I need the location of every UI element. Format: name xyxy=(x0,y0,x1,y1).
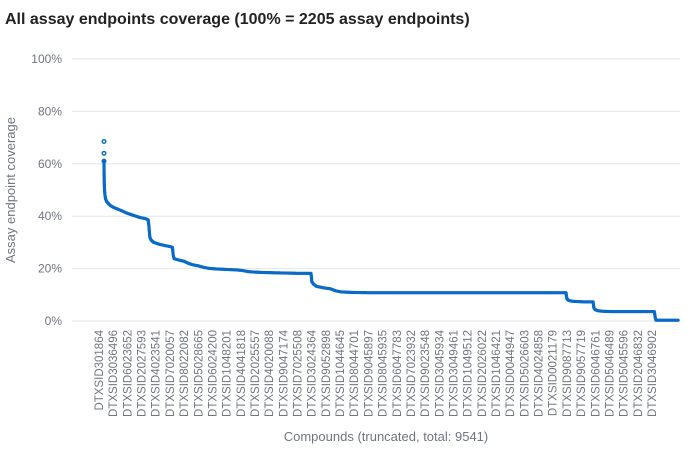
series-coverage xyxy=(101,139,680,322)
x-tick-label: DTXSID7025508 xyxy=(293,330,305,417)
x-tick-label: DTXSID7023932 xyxy=(406,330,418,417)
x-tick-label: DTXSID1048201 xyxy=(222,330,234,417)
x-tick-label: DTXSID2025557 xyxy=(250,330,262,417)
x-tick-label: DTXSID6046761 xyxy=(590,330,602,417)
x-tick-label: DTXSID2026022 xyxy=(477,330,489,417)
x-tick-label: DTXSID9023548 xyxy=(420,330,432,417)
y-tick-label: 60% xyxy=(38,157,62,171)
data-point xyxy=(676,318,680,322)
y-tick-label: 100% xyxy=(31,52,62,66)
x-tick-label: DTXSID2046832 xyxy=(633,330,645,417)
chart-title: All assay endpoints coverage (100% = 220… xyxy=(5,11,470,28)
gridlines xyxy=(72,58,680,322)
x-tick-label: DTXSID301864 xyxy=(94,329,106,410)
x-tick-label: DTXSID2027593 xyxy=(137,330,149,417)
x-tick-label: DTXSID3049461 xyxy=(448,330,460,417)
x-tick-label: DTXSID6047783 xyxy=(392,330,404,417)
x-tick-label: DTXSID9057719 xyxy=(576,330,588,417)
x-tick-label: DTXSID4041818 xyxy=(236,330,248,417)
x-tick-label: DTXSID0044947 xyxy=(505,330,517,417)
x-tick-label: DTXSID3036496 xyxy=(108,330,120,417)
x-tick-label: DTXSID5045596 xyxy=(619,330,631,417)
data-point xyxy=(101,139,107,145)
x-tick-label: DTXSID3045934 xyxy=(434,329,446,417)
x-tick-label: DTXSID9047174 xyxy=(278,329,290,417)
y-tick-label: 40% xyxy=(38,209,62,223)
x-tick-label: DTXSID8045935 xyxy=(378,330,390,417)
x-tick-label: DTXSID3024364 xyxy=(307,329,319,417)
x-tick-label: DTXSID5046489 xyxy=(604,330,616,417)
x-axis-title: Compounds (truncated, total: 9541) xyxy=(284,429,489,444)
x-tick-label: DTXSID1044645 xyxy=(335,330,347,417)
x-tick-label: DTXSID9045897 xyxy=(363,330,375,417)
data-point xyxy=(101,150,107,156)
x-tick-label: DTXSID5026603 xyxy=(519,330,531,417)
x-tick-label: DTXSID1049512 xyxy=(463,330,475,417)
y-tick-label: 20% xyxy=(38,262,62,276)
x-tick-label: DTXSID7020057 xyxy=(165,330,177,417)
x-tick-label: DTXSID9052898 xyxy=(321,330,333,417)
x-axis-ticks: DTXSID301864 DTXSID3036496 DTXSID6023652 DT… xyxy=(94,329,659,417)
y-tick-label: 0% xyxy=(45,314,63,328)
x-tick-label: DTXSID9087713 xyxy=(562,330,574,417)
x-tick-label: DTXSID4023541 xyxy=(151,330,163,417)
x-tick-label: DTXSID8022082 xyxy=(179,330,191,417)
x-tick-label: DTXSID4020088 xyxy=(264,330,276,417)
x-tick-label: DTXSID3046902 xyxy=(647,330,659,417)
x-tick-label: DTXSID8044701 xyxy=(349,330,361,417)
y-axis-ticks: 0% 20% 40% 60% 80% 100% xyxy=(31,52,62,328)
x-tick-label: DTXSID6024200 xyxy=(207,330,219,417)
x-tick-label: DTXSID0021179 xyxy=(548,330,560,416)
y-axis-title: Assay endpoint coverage xyxy=(3,117,18,263)
x-tick-label: DTXSID4024858 xyxy=(534,330,546,417)
x-tick-label: DTXSID5028665 xyxy=(193,330,205,417)
x-tick-label: DTXSID6023652 xyxy=(122,330,134,417)
y-tick-label: 80% xyxy=(38,104,62,118)
x-tick-label: DTXSID1046421 xyxy=(491,330,503,417)
